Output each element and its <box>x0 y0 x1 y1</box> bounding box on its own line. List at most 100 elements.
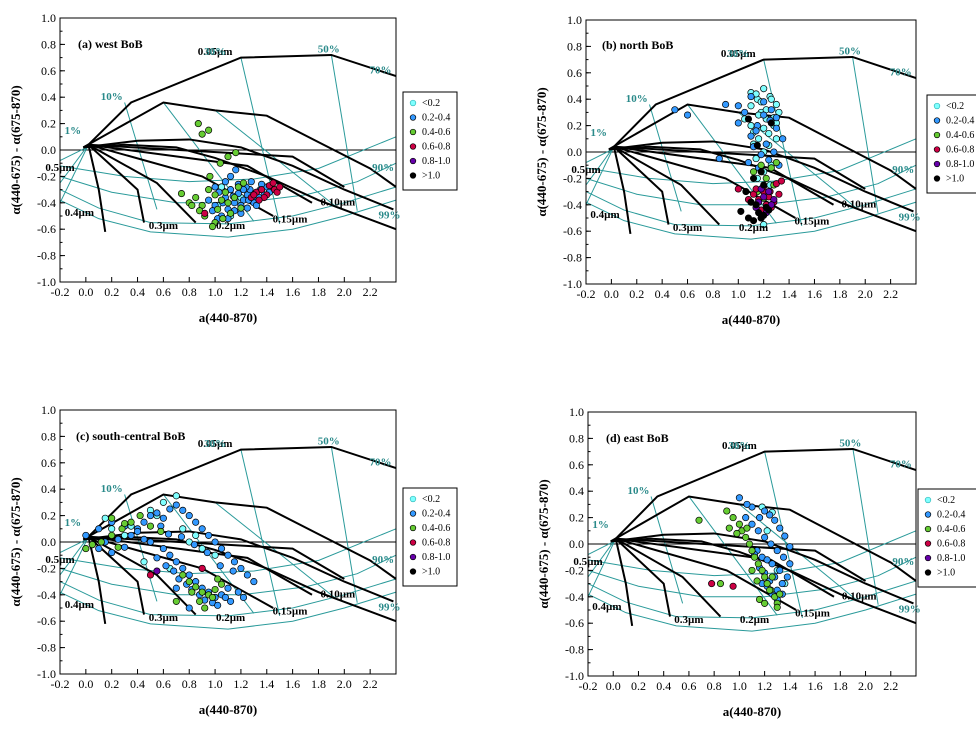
x-tick-label: 2.2 <box>363 677 378 691</box>
fraction-label: 99% <box>379 602 401 614</box>
data-point <box>786 560 794 568</box>
legend-entry: <0.2 <box>937 495 955 506</box>
data-point <box>101 514 109 522</box>
data-point <box>114 543 122 551</box>
x-tick-label: 1.2 <box>233 285 248 299</box>
data-point <box>748 566 756 574</box>
fraction-label: 99% <box>899 212 921 224</box>
x-tick-label: 1.6 <box>285 285 300 299</box>
fine-mode-radius-line-4 <box>87 143 197 224</box>
x-tick-label: 0.6 <box>156 677 171 691</box>
fine-mode-radius-line-8 <box>88 143 313 204</box>
data-point <box>133 527 142 535</box>
radius-label: 0.3µm <box>673 222 702 234</box>
y-tick-label: 0.0 <box>569 537 584 551</box>
y-tick-label: -0.8 <box>565 643 584 657</box>
y-tick-label: -0.2 <box>37 169 56 183</box>
data-point <box>239 593 248 601</box>
data-point <box>214 601 222 609</box>
legend-entry: 0.2-0.4 <box>937 510 965 521</box>
data-point <box>232 149 240 157</box>
x-tick-label: -0.2 <box>51 285 70 299</box>
fine-mode-radius-line-9 <box>615 537 867 582</box>
fine-mode-fraction-line-3 <box>59 578 397 617</box>
data-point <box>777 177 786 185</box>
fraction-label: 90% <box>372 554 394 566</box>
fine-mode-radius-line-5 <box>87 536 107 624</box>
fraction-label: 30% <box>204 46 226 58</box>
x-tick-label: 0.6 <box>680 287 695 301</box>
data-point <box>760 124 768 132</box>
data-point <box>749 217 758 225</box>
data-point <box>743 500 751 508</box>
data-point <box>708 580 716 588</box>
y-axis-label: α(440-675) - α(675-870) <box>536 479 551 608</box>
data-point <box>192 518 200 526</box>
legend-box <box>917 488 976 588</box>
data-point <box>153 509 161 517</box>
radius-label: 0.4µm <box>590 209 619 221</box>
data-point <box>108 525 116 533</box>
data-point <box>159 545 167 553</box>
fine-mode-radius-line-2 <box>610 537 917 625</box>
data-point <box>756 595 764 603</box>
fine-mode-fraction-line-4 <box>585 201 917 240</box>
fraction-label: 10% <box>101 91 123 103</box>
y-tick-label: -0.8 <box>563 251 582 265</box>
data-point <box>734 102 742 110</box>
x-tick-label: 1.6 <box>285 677 300 691</box>
fraction-label: 70% <box>369 456 391 468</box>
data-point <box>269 179 277 187</box>
x-tick-label: 1.4 <box>259 285 274 299</box>
fine-mode-radius-line-1 <box>83 138 394 211</box>
data-point <box>165 530 173 538</box>
data-point <box>766 586 774 594</box>
legend: <0.2 0.2-0.4 0.4-0.6 0.6-0.8 0.8-1.0 >1.0 <box>402 487 458 587</box>
data-point <box>250 191 258 199</box>
fine-mode-fraction-line-8 <box>240 449 281 617</box>
fine-mode-fraction-line-2 <box>59 144 89 204</box>
data-point <box>757 168 765 176</box>
legend-marker <box>409 510 417 517</box>
data-point <box>219 215 227 223</box>
y-tick-label: 0.2 <box>569 511 584 525</box>
fine-mode-radius-line-3 <box>87 53 397 146</box>
data-point <box>750 553 759 561</box>
data-point <box>185 578 193 586</box>
radius-label: 0.5µm <box>571 164 600 176</box>
x-tick-label: -0.2 <box>51 677 70 691</box>
data-point <box>108 531 116 539</box>
data-point <box>179 506 187 514</box>
data-point <box>127 531 135 539</box>
data-point <box>770 148 778 156</box>
data-point <box>198 564 206 572</box>
data-point <box>121 543 129 551</box>
data-point <box>140 535 148 543</box>
y-axis-label: α(440-675) - α(675-870) <box>8 477 23 606</box>
data-point <box>768 560 776 568</box>
data-point <box>185 512 193 520</box>
data-point <box>190 541 198 549</box>
data-point <box>766 511 774 519</box>
fraction-label: 50% <box>839 437 861 449</box>
data-point <box>695 516 703 524</box>
data-point <box>114 535 122 543</box>
radius-label: 0.5µm <box>573 556 602 568</box>
data-point <box>229 567 237 575</box>
data-point <box>221 593 229 601</box>
data-point <box>224 153 232 161</box>
data-point <box>227 209 235 217</box>
y-tick-label: -1.0 <box>37 667 56 681</box>
data-point <box>744 115 753 123</box>
data-point <box>185 604 193 612</box>
data-point <box>157 527 165 535</box>
data-point <box>763 556 771 564</box>
x-tick-label: 2.0 <box>858 287 873 301</box>
y-tick-label: 0.0 <box>41 143 56 157</box>
radius-label: 0.10µm <box>320 588 355 600</box>
data-point <box>121 519 129 528</box>
y-tick-label: -0.6 <box>37 222 56 236</box>
data-point <box>188 201 196 209</box>
data-point <box>762 140 770 148</box>
data-point <box>742 188 750 196</box>
